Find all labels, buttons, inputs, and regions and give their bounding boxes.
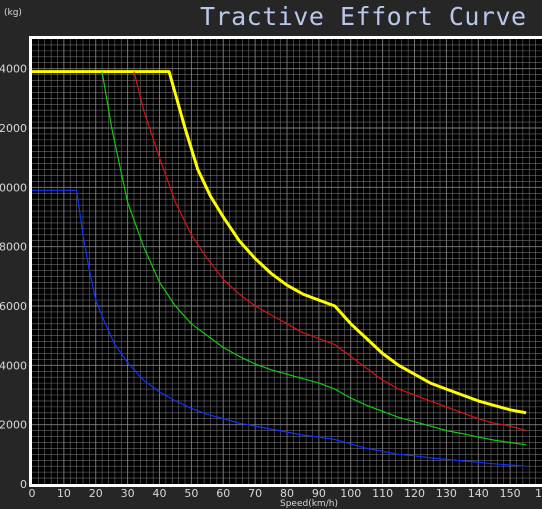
x-tick-label: 130: [436, 487, 457, 500]
x-tick-label: 16: [535, 487, 542, 500]
series-line-3: [101, 71, 527, 446]
x-tick-label: 40: [153, 487, 167, 500]
y-axis-unit: (kg): [4, 8, 22, 18]
series-line-4: [32, 189, 527, 467]
x-axis-label: Speed(km/h): [280, 499, 338, 509]
x-tick-label: 50: [184, 487, 198, 500]
x-tick-label: 10: [57, 487, 71, 500]
x-tick-label: 30: [121, 487, 135, 500]
y-tick-label: 2000: [0, 419, 27, 432]
x-tick-label: 120: [404, 487, 425, 500]
chart-title: Tractive Effort Curve: [200, 2, 527, 31]
x-tick-label: 60: [216, 487, 230, 500]
ticks-layer: 0102030405060708090100110120130140150160…: [0, 63, 542, 500]
y-tick-label: 8000: [0, 241, 27, 254]
x-tick-label: 0: [29, 487, 36, 500]
series-line-1: [32, 70, 527, 415]
x-tick-label: 70: [248, 487, 262, 500]
series-layer: [32, 70, 527, 467]
series-line-2: [133, 71, 527, 432]
x-tick-label: 80: [280, 487, 294, 500]
x-tick-label: 90: [312, 487, 326, 500]
y-tick-label: 14000: [0, 63, 27, 76]
x-tick-label: 150: [500, 487, 521, 500]
y-tick-label: 10000: [0, 181, 27, 194]
x-tick-label: 100: [340, 487, 361, 500]
grid: [32, 39, 542, 484]
y-tick-label: 4000: [0, 359, 27, 372]
y-tick-label: 6000: [0, 300, 27, 313]
x-tick-label: 20: [89, 487, 103, 500]
x-tick-label: 140: [468, 487, 489, 500]
y-tick-label: 0: [20, 478, 27, 491]
x-tick-label: 110: [372, 487, 393, 500]
y-tick-label: 12000: [0, 122, 27, 135]
